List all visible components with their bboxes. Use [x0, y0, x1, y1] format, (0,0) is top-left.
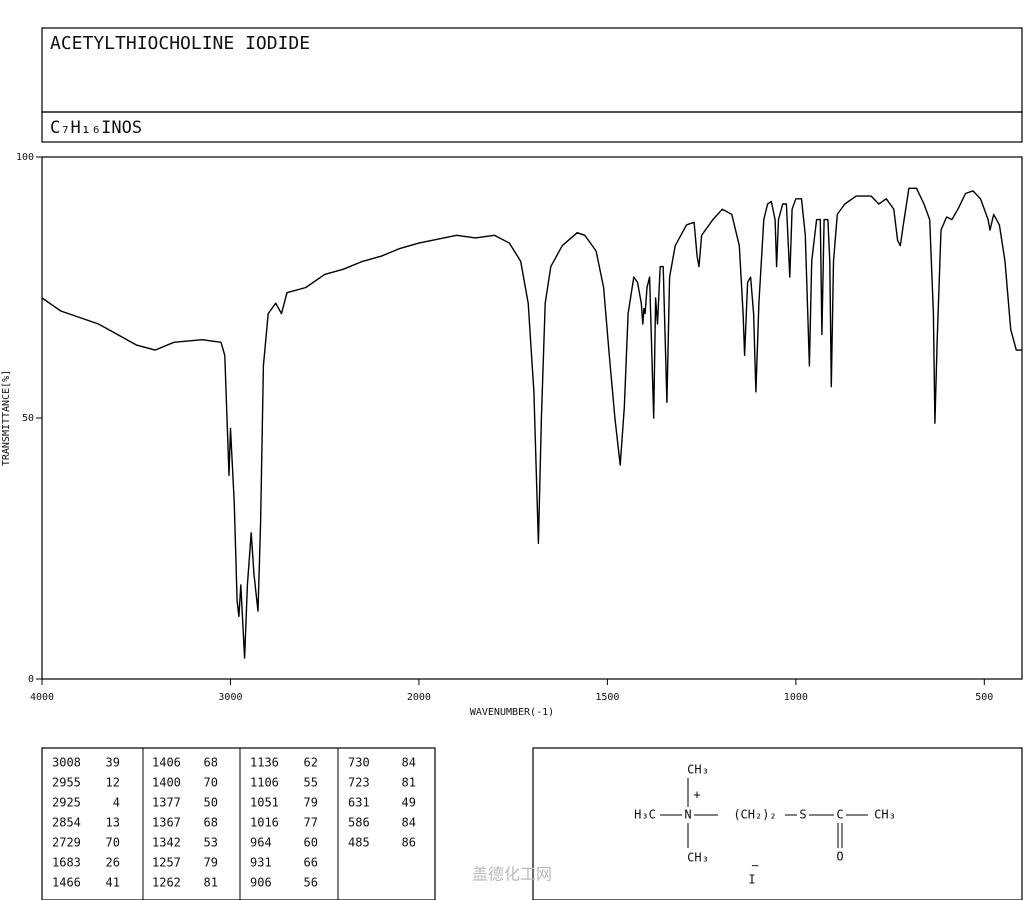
y-tick-label: 50: [22, 413, 34, 424]
table-cell: 723: [348, 776, 370, 790]
structure-box: [532, 747, 1023, 900]
atom: (CH₂)₂: [733, 808, 776, 822]
table-cell: 77: [304, 816, 318, 830]
atom: C: [836, 808, 843, 822]
x-axis-label: WAVENUMBER(-1): [470, 707, 554, 718]
atom: O: [836, 850, 843, 864]
atom: S: [799, 808, 806, 822]
table-cell: 60: [304, 836, 318, 850]
table-cell: 79: [204, 856, 218, 870]
table-cell: 84: [402, 816, 416, 830]
table-cell: 586: [348, 816, 370, 830]
x-tick-label: 1000: [784, 692, 808, 703]
table-cell: 50: [204, 796, 218, 810]
table-cell: 1262: [152, 876, 181, 890]
atom: CH₃: [687, 763, 709, 777]
atom: H₃C: [634, 808, 656, 822]
table-cell: 1342: [152, 836, 181, 850]
table-cell: 39: [106, 756, 120, 770]
table-cell: 1106: [250, 776, 279, 790]
atom: I: [748, 873, 755, 887]
table-cell: 631: [348, 796, 370, 810]
table-cell: 56: [304, 876, 318, 890]
table-cell: 1683: [52, 856, 81, 870]
atom: CH₃: [687, 851, 709, 865]
formula-box: [41, 111, 1023, 143]
table-cell: 1051: [250, 796, 279, 810]
table-cell: 2925: [52, 796, 81, 810]
title: ACETYLTHIOCHOLINE IODIDE: [50, 33, 310, 54]
formula: C₇H₁₆INOS: [50, 118, 142, 138]
table-cell: 12: [106, 776, 120, 790]
spectrum-line: [41, 187, 1022, 659]
table-cell: 1466: [52, 876, 81, 890]
charge: +: [693, 788, 700, 802]
table-cell: 2729: [52, 836, 81, 850]
table-cell: 79: [304, 796, 318, 810]
watermark: 盖德化工网: [472, 865, 552, 884]
table-cell: 1016: [250, 816, 279, 830]
table-cell: 13: [106, 816, 120, 830]
y-tick-label: 100: [16, 152, 34, 163]
table-cell: 1257: [152, 856, 181, 870]
table-cell: 62: [304, 756, 318, 770]
table-cell: 2854: [52, 816, 81, 830]
table-cell: 3008: [52, 756, 81, 770]
table-cell: 55: [304, 776, 318, 790]
table-cell: 68: [204, 756, 218, 770]
table-cell: 1367: [152, 816, 181, 830]
structure: CH₃ + H₃C N (CH₂)₂ S C CH₃ CH₃ O I −: [634, 763, 896, 887]
table-cell: 1377: [152, 796, 181, 810]
table-cell: 2955: [52, 776, 81, 790]
x-tick-label: 2000: [407, 692, 431, 703]
table-cell: 1136: [250, 756, 279, 770]
table-cell: 66: [304, 856, 318, 870]
x-tick-label: 3000: [218, 692, 242, 703]
table-cell: 931: [250, 856, 272, 870]
charge: −: [751, 859, 758, 873]
table-cell: 84: [402, 756, 416, 770]
atom: CH₃: [874, 808, 896, 822]
y-axis-label: TRANSMITTANCE[%]: [1, 370, 12, 466]
y-tick-label: 0: [28, 674, 34, 685]
table-cell: 1406: [152, 756, 181, 770]
table-cell: 53: [204, 836, 218, 850]
table-cell: 68: [204, 816, 218, 830]
table-cell: 906: [250, 876, 272, 890]
x-tick-label: 4000: [30, 692, 54, 703]
x-tick-label: 500: [975, 692, 993, 703]
table-cell: 730: [348, 756, 370, 770]
table-cell: 70: [204, 776, 218, 790]
table-cell: 70: [106, 836, 120, 850]
table-cell: 49: [402, 796, 416, 810]
table-cell: 81: [402, 776, 416, 790]
table-cell: 964: [250, 836, 272, 850]
table-cell: 41: [106, 876, 120, 890]
x-tick-label: 1500: [595, 692, 619, 703]
table-cell: 485: [348, 836, 370, 850]
table-cell: 4: [113, 796, 120, 810]
plot-frame: [41, 156, 1023, 680]
table-cell: 1400: [152, 776, 181, 790]
table-cell: 26: [106, 856, 120, 870]
table-cell: 81: [204, 876, 218, 890]
peak-table-box: [41, 747, 436, 900]
table-cell: 86: [402, 836, 416, 850]
atom: N: [684, 808, 691, 822]
